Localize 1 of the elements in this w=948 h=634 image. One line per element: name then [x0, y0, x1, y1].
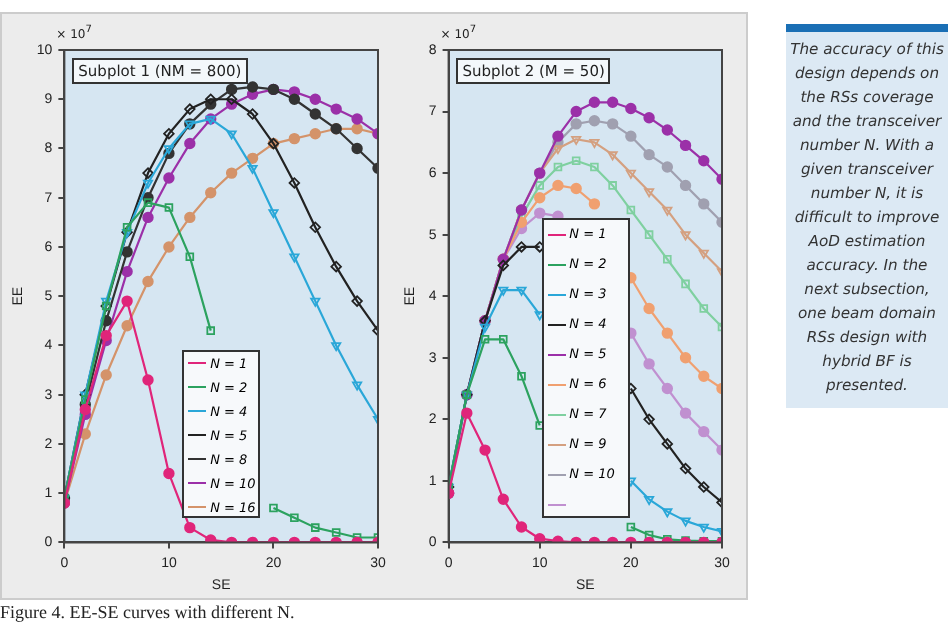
caption: Figure 4. EE-SE curves with different N. — [0, 602, 295, 622]
